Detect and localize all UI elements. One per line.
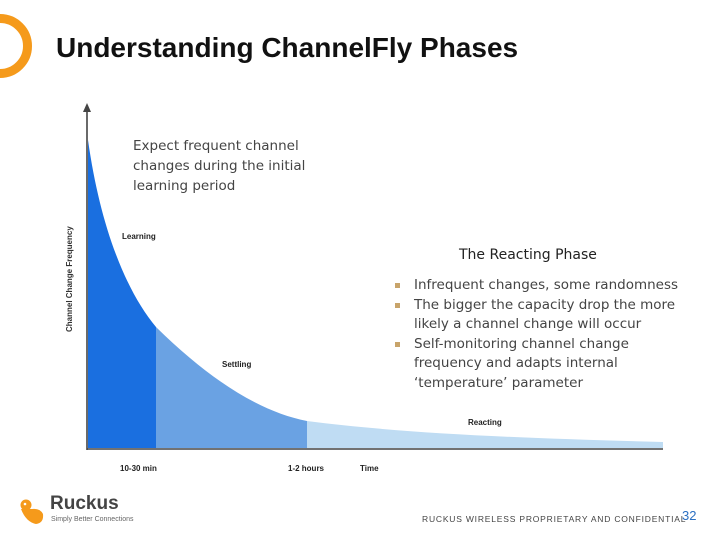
bullet-square-icon — [395, 341, 400, 347]
bullet-square-icon — [395, 283, 400, 288]
x-label-10-30-min: 10-30 min — [120, 464, 157, 473]
confidential-footer: RUCKUS WIRELESS PROPRIETARY AND CONFIDEN… — [422, 514, 687, 524]
bullet-square-icon — [395, 302, 400, 308]
orange-ring-decoration — [0, 14, 32, 78]
bullet-text: Self-monitoring channel change frequency… — [414, 335, 629, 391]
phase-label-learning: Learning — [122, 232, 156, 241]
phase-label-reacting: Reacting — [468, 418, 502, 427]
bullet-item: The bigger the capacity drop the more li… — [392, 296, 692, 335]
channelfly-phase-diagram: Channel Change Frequency Learning Settli… — [65, 103, 663, 473]
y-axis-label: Channel Change Frequency — [65, 226, 74, 332]
bullet-item: Self-monitoring channel change frequency… — [392, 335, 692, 394]
reacting-phase-bullets: Infrequent changes, some randomness The … — [392, 276, 692, 393]
x-label-time: Time — [360, 464, 379, 473]
phase-label-settling: Settling — [222, 360, 251, 369]
y-axis-arrow — [83, 103, 91, 112]
learning-region — [88, 140, 156, 448]
page-number: 32 — [682, 508, 697, 523]
slide-title: Understanding ChannelFly Phases — [56, 32, 519, 63]
settling-region — [156, 327, 307, 448]
bullet-text: Infrequent changes, some randomness — [414, 277, 679, 293]
learning-phase-note: Expect frequent channel changes during t… — [133, 138, 306, 194]
x-label-1-2-hours: 1-2 hours — [288, 464, 325, 473]
reacting-phase-heading: The Reacting Phase — [459, 247, 597, 263]
bullet-text: The bigger the capacity drop the more li… — [414, 296, 676, 333]
bullet-item: Infrequent changes, some randomness — [392, 276, 692, 296]
ruckus-logo: Ruckus Simply Better Connections — [18, 493, 138, 534]
logo-wordmark: Ruckus — [50, 493, 119, 514]
logo-tagline: Simply Better Connections — [51, 516, 134, 523]
ruckus-dog-icon — [20, 499, 44, 524]
reacting-region — [307, 421, 663, 448]
